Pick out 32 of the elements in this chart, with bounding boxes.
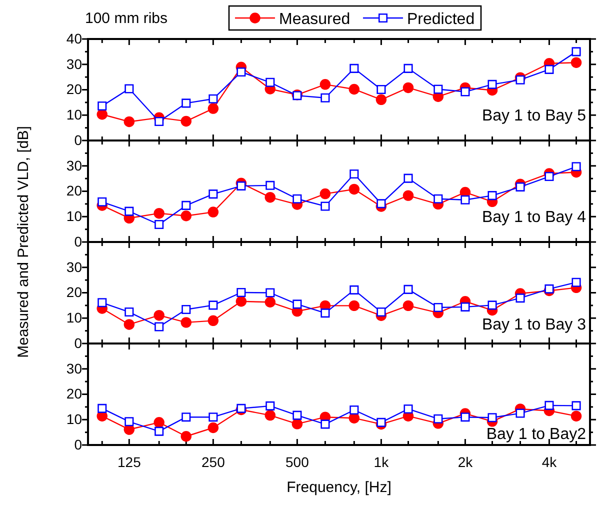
y-tick-label: 20 (66, 81, 82, 98)
annotation: Bay 1 to Bay 4 (482, 209, 586, 226)
y-tick-label: 0 (74, 132, 82, 148)
y-tick-label: 10 (66, 411, 82, 428)
x-axis-title: Frequency, [Hz] (286, 479, 392, 496)
legend-label: Measured (279, 11, 350, 28)
x-tick-label: 4k (542, 454, 558, 470)
y-tick-label: 30 (66, 360, 82, 376)
y-axis-title: Measured and Predicted VLD, [dB] (15, 126, 32, 358)
y-tick-label: 40 (66, 30, 82, 46)
y-tick-label: 30 (66, 258, 82, 275)
legend-label: Predicted (407, 11, 475, 28)
y-tick-label: 20 (66, 386, 82, 402)
annotation: Bay 1 to Bay 3 (482, 316, 586, 334)
y-tick-label: 20 (66, 182, 82, 199)
y-tick-label: 30 (66, 157, 82, 174)
y-tick-label: 30 (66, 56, 82, 72)
y-tick-label: 0 (74, 436, 82, 452)
x-tick-label: 1k (374, 454, 390, 470)
x-tick-label: 125 (117, 454, 142, 470)
y-tick-label: 0 (74, 334, 82, 351)
annotation: Bay 1 to Bay 5 (482, 108, 586, 124)
y-tick-label: 0 (74, 233, 82, 250)
y-tick-label: 10 (66, 106, 82, 123)
y-tick-label: 10 (66, 208, 82, 224)
x-tick-label: 2k (458, 454, 474, 470)
y-tick-label: 10 (66, 310, 82, 326)
chart-title: 100 mm ribs (85, 10, 168, 27)
x-tick-label: 250 (202, 454, 226, 470)
y-tick-label: 20 (66, 284, 82, 300)
annotation: Bay 1 to Bay2 (486, 426, 586, 443)
x-tick-label: 500 (286, 454, 310, 470)
